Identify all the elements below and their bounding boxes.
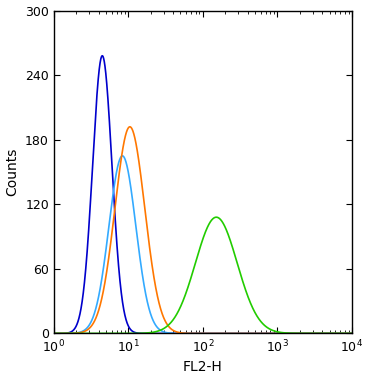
- Y-axis label: Counts: Counts: [6, 148, 20, 196]
- X-axis label: FL2-H: FL2-H: [183, 361, 223, 374]
